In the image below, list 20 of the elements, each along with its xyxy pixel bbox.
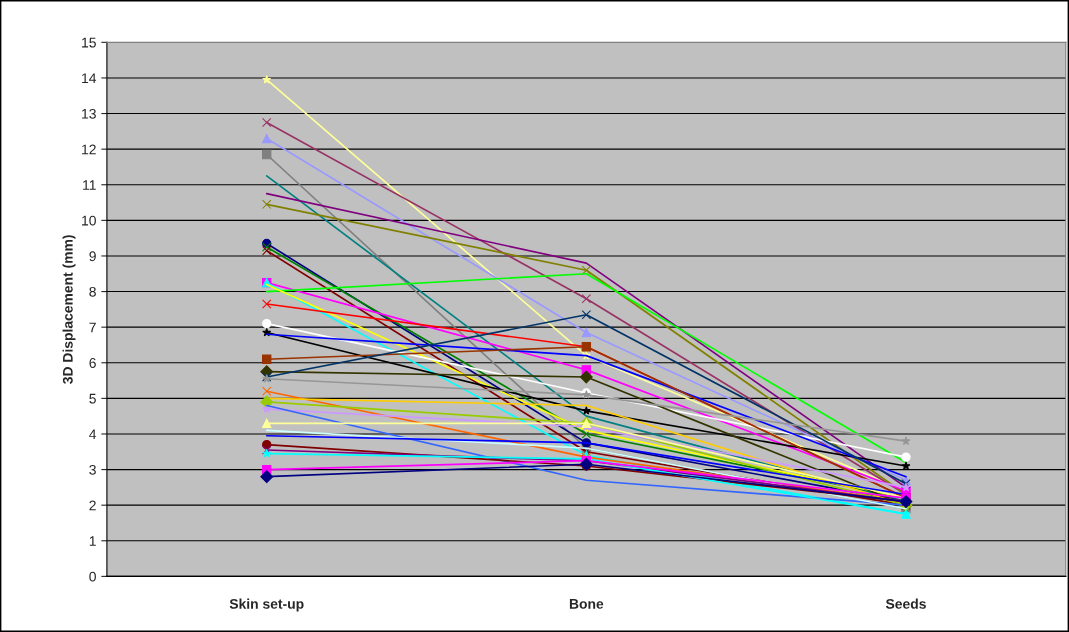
- x-tick-label: Skin set-up: [229, 598, 304, 612]
- y-tick-label: 10: [82, 215, 96, 226]
- y-tick-label: 8: [89, 286, 96, 297]
- y-tick-label: 5: [89, 393, 96, 404]
- y-tick-label: 6: [89, 358, 96, 368]
- y-tick-label: 13: [82, 108, 96, 119]
- y-tick-label: 9: [89, 251, 96, 262]
- x-tick-label: Seeds: [885, 598, 926, 609]
- y-tick-label: 1: [89, 536, 96, 546]
- y-tick-label: 4: [89, 429, 97, 440]
- y-tick-label: 2: [89, 500, 96, 511]
- y-tick-label: 3: [89, 464, 96, 475]
- x-tick-label: Bone: [569, 599, 604, 609]
- y-tick-label: 11: [83, 180, 96, 190]
- y-tick-label: 12: [82, 144, 96, 155]
- y-tick-label: 15: [82, 37, 96, 48]
- y-axis-title: 3D Displacement (mm): [62, 235, 76, 384]
- y-tick-label: 14: [82, 73, 97, 83]
- y-tick-label: 0: [89, 571, 96, 582]
- y-tick-label: 7: [89, 322, 96, 333]
